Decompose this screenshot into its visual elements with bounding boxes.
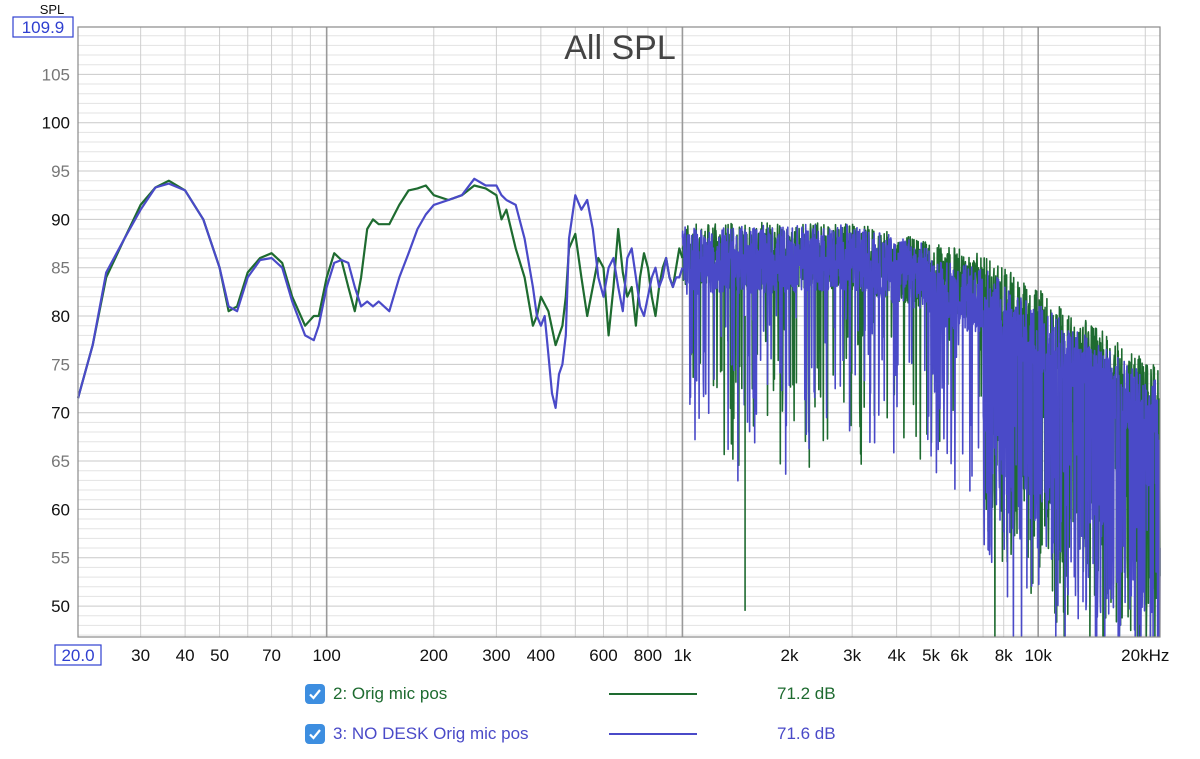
y-tick-label: 55 xyxy=(51,549,70,568)
y-tick-label: 90 xyxy=(51,210,70,229)
legend-label: 3: NO DESK Orig mic pos xyxy=(333,724,529,743)
x-tick-label: 100 xyxy=(312,646,340,665)
x-tick-label: 2k xyxy=(781,646,799,665)
legend-swatch xyxy=(609,693,697,695)
x-tick-label: 600 xyxy=(589,646,617,665)
y-tick-label: 85 xyxy=(51,259,70,278)
y-tick-label: 70 xyxy=(51,404,70,423)
grid-lines xyxy=(77,27,1160,637)
series-line-3 xyxy=(76,177,684,409)
chart-title: All SPL xyxy=(564,29,676,67)
x-tick-label: 20kHz xyxy=(1121,646,1169,665)
legend-level: 71.6 dB xyxy=(777,724,836,743)
legend-item-no-desk[interactable]: 3: NO DESK Orig mic pos 71.6 dB xyxy=(305,722,865,746)
x-tick-label: 800 xyxy=(634,646,662,665)
x-tick-label: 5k xyxy=(922,646,940,665)
y-tick-label: 105 xyxy=(42,65,70,84)
x-min-box[interactable] xyxy=(54,644,102,666)
x-tick-label: 6k xyxy=(950,646,968,665)
y-axis-name: SPL xyxy=(40,2,65,17)
legend-label: 2: Orig mic pos xyxy=(333,684,448,703)
x-tick-label: 200 xyxy=(420,646,448,665)
y-tick-label: 95 xyxy=(51,162,70,181)
x-tick-labels: 30 40 50 70 100 200 300 400 600 800 1k 2k 3k 4k 5k 6k 8k… xyxy=(131,646,1169,665)
y-tick-label: 60 xyxy=(51,500,70,519)
y-max-value: 109.9 xyxy=(22,18,65,37)
y-tick-label: 65 xyxy=(51,452,70,471)
spl-chart: 105 100 95 90 85 80 75 70 65 60 55 50 30 40 50 70 100 20… xyxy=(12,2,1169,666)
legend-item-orig[interactable]: 2: Orig mic pos 71.2 dB xyxy=(305,682,865,706)
x-tick-label: 40 xyxy=(176,646,195,665)
legend-swatch xyxy=(609,733,697,735)
x-tick-label: 1k xyxy=(673,646,691,665)
checkbox-icon[interactable] xyxy=(305,724,325,744)
y-tick-labels: 105 100 95 90 85 80 75 70 65 60 55 50 xyxy=(42,65,70,616)
x-tick-label: 300 xyxy=(482,646,510,665)
series-hf-3 xyxy=(681,223,1161,637)
x-tick-label: 4k xyxy=(888,646,906,665)
series-lines xyxy=(76,177,746,611)
x-tick-label: 70 xyxy=(262,646,281,665)
y-tick-label: 75 xyxy=(51,355,70,374)
legend: 2: Orig mic pos 71.2 dB 3: NO DESK Orig … xyxy=(0,676,1200,756)
x-tick-label: 30 xyxy=(131,646,150,665)
x-min-value: 20.0 xyxy=(61,646,94,665)
series-line-2 xyxy=(76,179,684,399)
y-max-box[interactable] xyxy=(12,16,74,38)
plot-frame xyxy=(77,26,1161,638)
y-tick-label: 50 xyxy=(51,597,70,616)
checkbox-icon[interactable] xyxy=(305,684,325,704)
x-tick-label: 3k xyxy=(843,646,861,665)
y-tick-label: 80 xyxy=(51,307,70,326)
x-tick-label: 50 xyxy=(210,646,229,665)
high-frequency-traces xyxy=(681,221,1161,637)
x-tick-label: 400 xyxy=(527,646,555,665)
x-tick-label: 8k xyxy=(995,646,1013,665)
y-tick-label: 100 xyxy=(42,114,70,133)
x-tick-label: 10k xyxy=(1024,646,1052,665)
legend-level: 71.2 dB xyxy=(777,684,836,703)
